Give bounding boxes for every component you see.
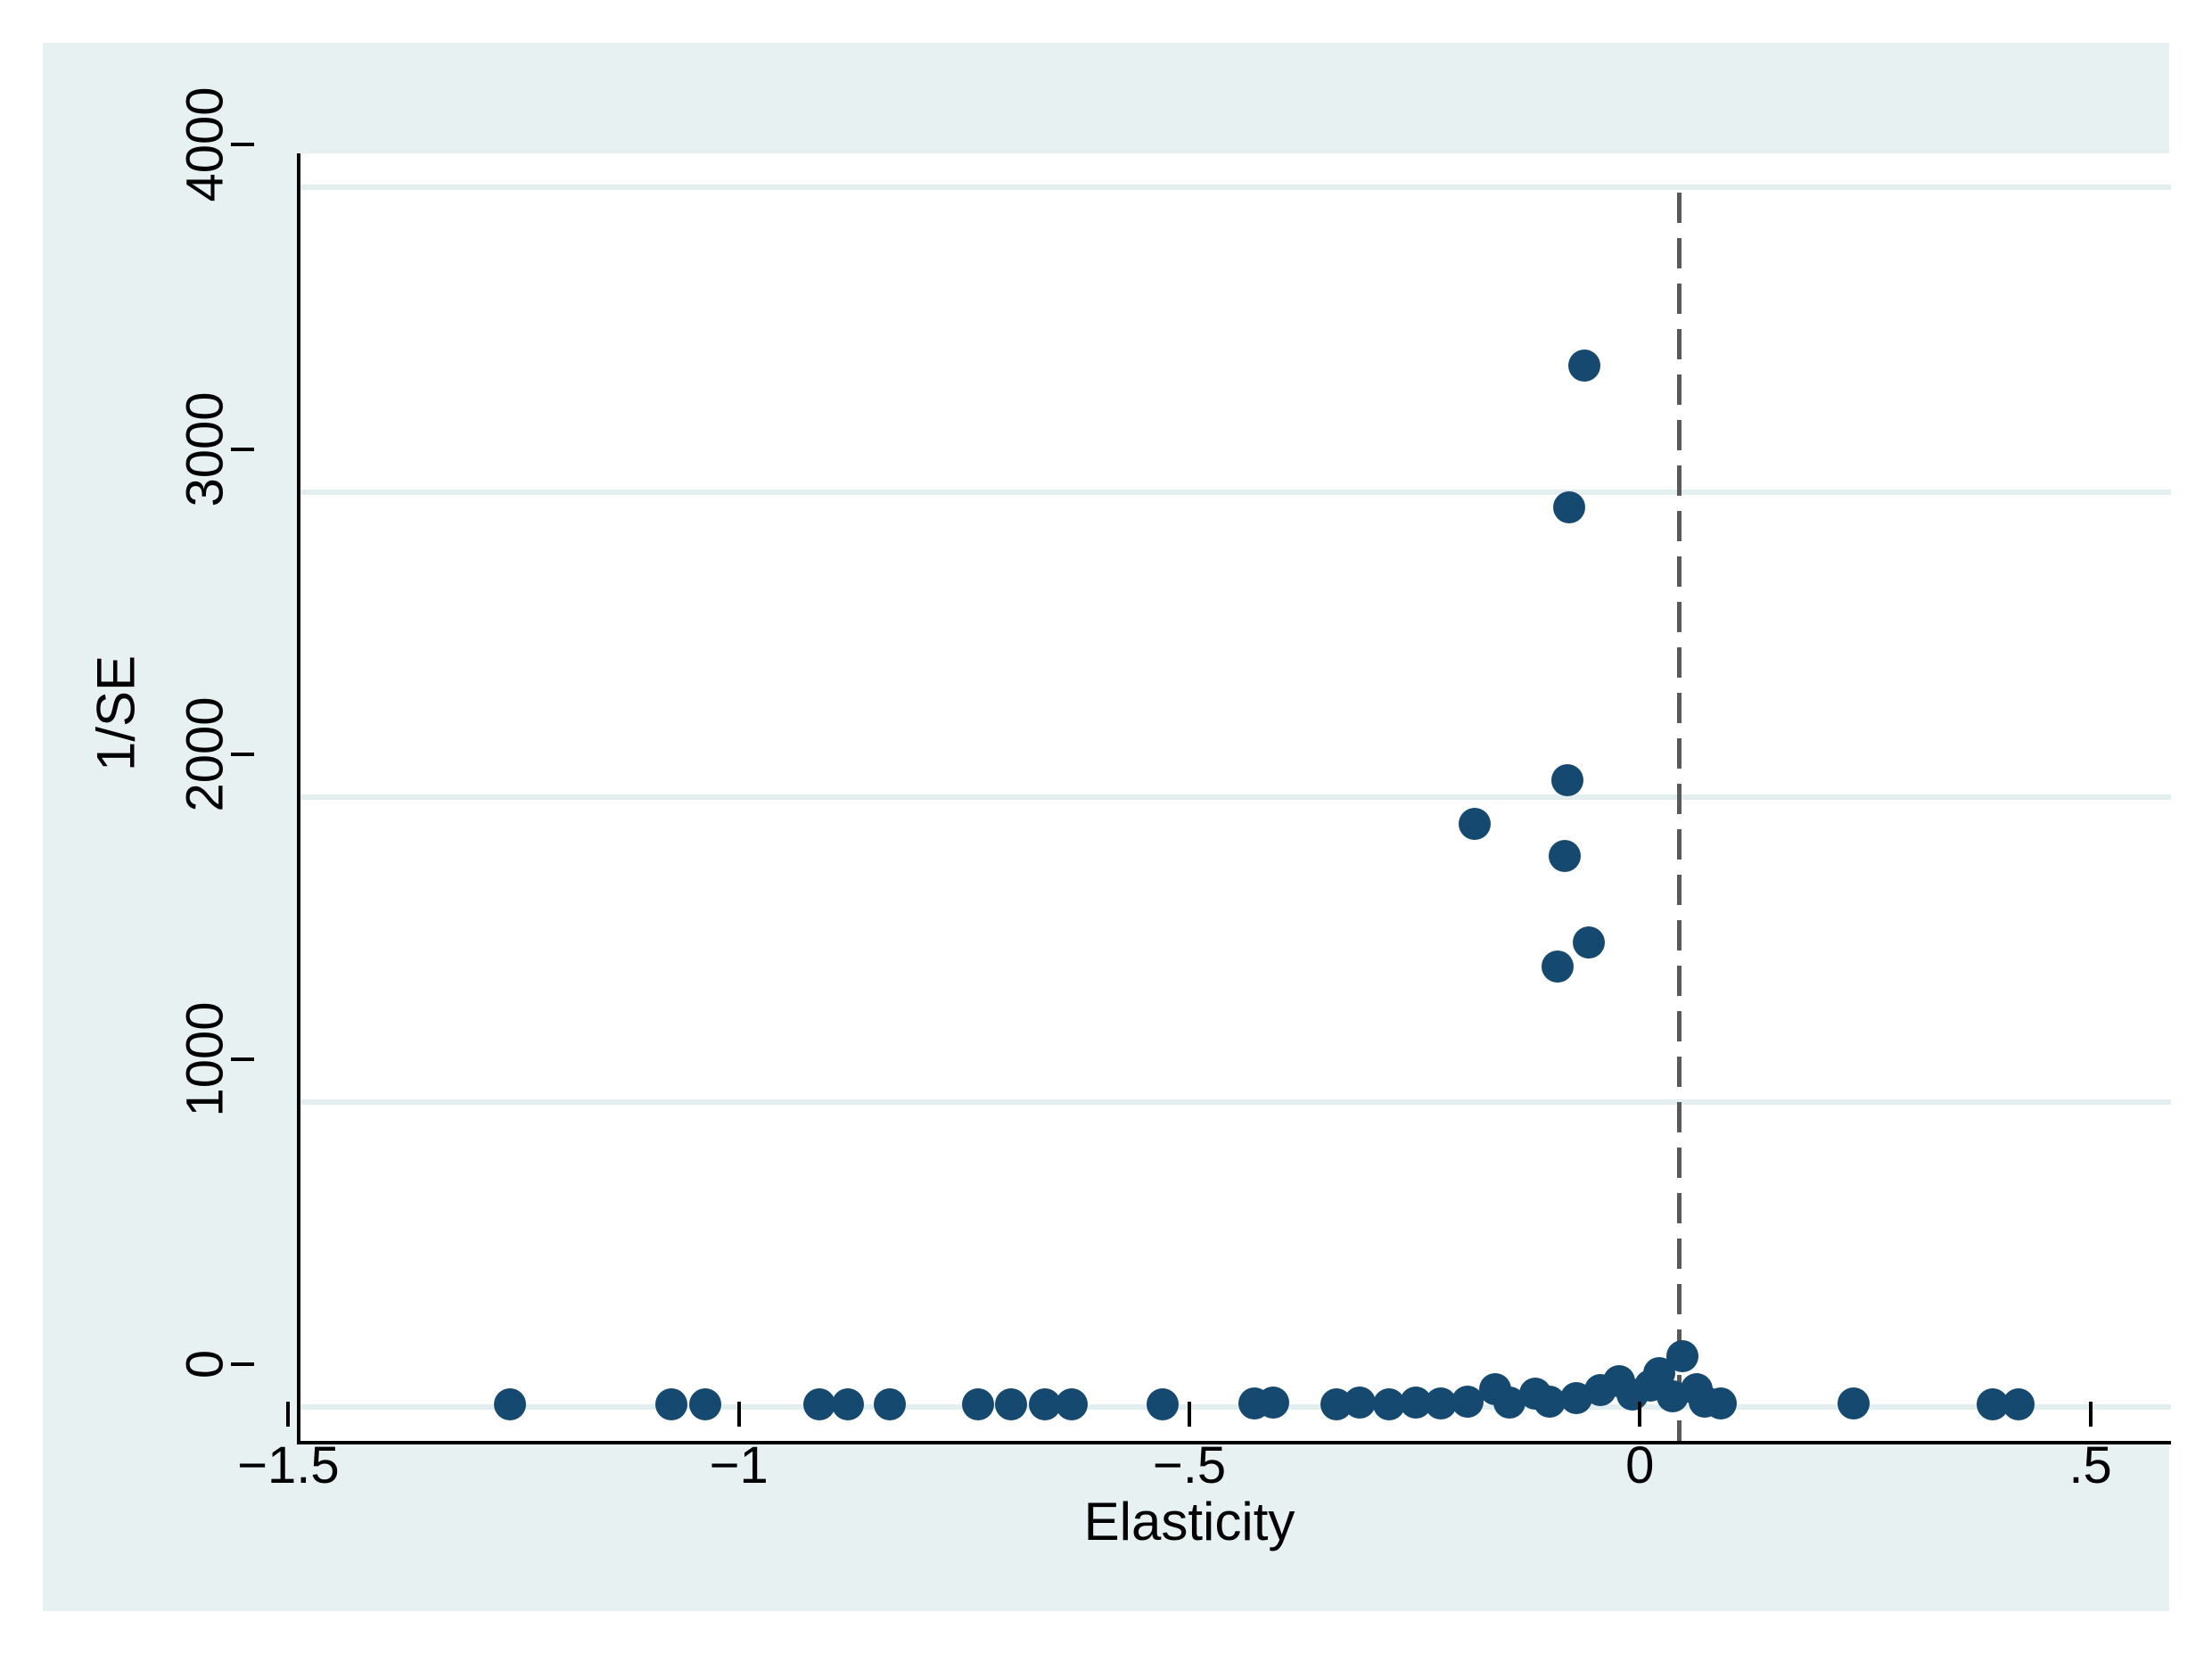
scatter-point xyxy=(1533,1385,1566,1418)
scatter-point xyxy=(832,1388,865,1421)
scatter-point xyxy=(1548,839,1581,872)
scatter-point xyxy=(1056,1388,1089,1421)
scatter-point xyxy=(1568,350,1601,383)
y-gridline xyxy=(300,794,2171,800)
scatter-point xyxy=(1550,764,1583,797)
y-axis-tick xyxy=(231,753,254,756)
scatter-point xyxy=(961,1388,994,1421)
scatter-point xyxy=(1541,950,1574,983)
scatter-point xyxy=(803,1388,836,1421)
scatter-point xyxy=(1344,1387,1377,1419)
scatter-point xyxy=(1666,1339,1699,1372)
scatter-point xyxy=(494,1388,527,1421)
x-axis-tick xyxy=(736,1402,741,1427)
x-axis-tick-label: −1 xyxy=(709,1436,769,1494)
scatter-point xyxy=(1552,491,1585,524)
x-axis-title: Elasticity xyxy=(1083,1492,1295,1551)
y-axis-tick-label: 4000 xyxy=(176,86,234,202)
reference-dashed-line xyxy=(1676,193,1682,1441)
x-axis-tick-label: 0 xyxy=(1625,1436,1655,1494)
x-axis-tick-label: −.5 xyxy=(1152,1436,1227,1494)
x-axis-tick xyxy=(1188,1402,1191,1427)
scatter-point xyxy=(1028,1388,1061,1421)
y-gridline xyxy=(300,184,2171,190)
scatter-point xyxy=(1458,808,1491,841)
x-axis-tick-label: −1.5 xyxy=(237,1436,340,1494)
x-axis-tick xyxy=(1638,1402,1642,1427)
y-axis-title: 1/SE xyxy=(86,654,146,772)
scatter-point xyxy=(2002,1388,2035,1421)
scatter-point xyxy=(1704,1387,1737,1419)
scatter-point xyxy=(1257,1386,1290,1419)
y-axis-tick xyxy=(231,1057,254,1062)
y-gridline xyxy=(300,489,2171,495)
y-gridline xyxy=(300,1404,2171,1411)
y-axis-tick-label: 0 xyxy=(176,1349,234,1379)
y-axis-tick xyxy=(231,1362,254,1367)
y-axis-tick xyxy=(231,142,254,146)
x-axis-tick-label: .5 xyxy=(2068,1436,2112,1494)
y-axis-tick-label: 3000 xyxy=(176,391,234,507)
scatter-point xyxy=(1573,926,1606,959)
scatter-point xyxy=(873,1387,906,1420)
y-axis-tick-label: 2000 xyxy=(176,696,234,812)
scatter-point xyxy=(1372,1387,1405,1420)
x-axis-tick xyxy=(286,1402,291,1427)
y-axis-tick xyxy=(231,447,254,451)
scatter-point xyxy=(688,1388,721,1421)
x-axis-tick xyxy=(2088,1402,2093,1427)
scatter-point xyxy=(1838,1387,1871,1419)
scatter-point xyxy=(1147,1388,1180,1421)
plot-area xyxy=(297,153,2171,1444)
plot-panel: 1/SE Elasticity 0 1000 2000 3000 4000 −1.5 −1 −… xyxy=(43,43,2171,1611)
y-axis-tick-label: 1000 xyxy=(176,1001,234,1117)
scatter-point xyxy=(655,1388,688,1421)
y-gridline xyxy=(300,1099,2171,1106)
scatter-point xyxy=(995,1388,1028,1421)
scatter-point xyxy=(1451,1385,1484,1418)
